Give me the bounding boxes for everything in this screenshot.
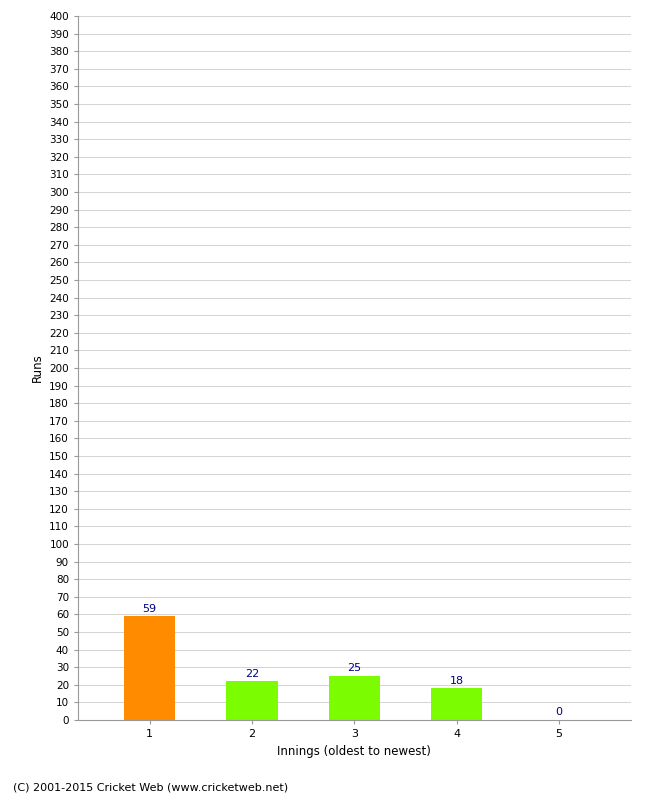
Text: 0: 0: [555, 707, 562, 718]
Bar: [124, 616, 176, 720]
Bar: [431, 688, 482, 720]
Text: (C) 2001-2015 Cricket Web (www.cricketweb.net): (C) 2001-2015 Cricket Web (www.cricketwe…: [13, 782, 288, 792]
Bar: [329, 676, 380, 720]
Text: 18: 18: [450, 676, 463, 686]
Text: 59: 59: [142, 603, 157, 614]
Y-axis label: Runs: Runs: [31, 354, 44, 382]
X-axis label: Innings (oldest to newest): Innings (oldest to newest): [278, 745, 431, 758]
Bar: [226, 682, 278, 720]
Text: 25: 25: [347, 663, 361, 674]
Text: 22: 22: [245, 669, 259, 678]
